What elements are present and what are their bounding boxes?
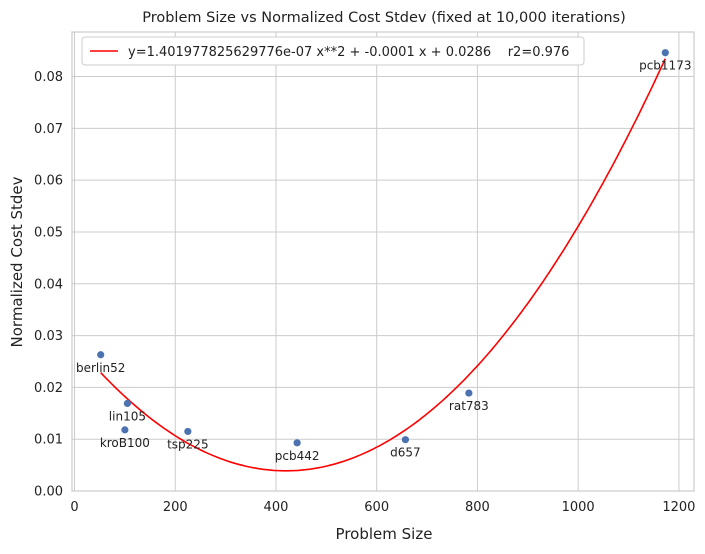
data-point <box>661 49 669 57</box>
data-point <box>293 439 301 447</box>
legend: y=1.401977825629776e-07 x**2 + -0.0001 x… <box>81 36 585 66</box>
point-label: lin105 <box>109 409 146 423</box>
y-tick-label: 0.02 <box>34 381 63 396</box>
point-label: pcb442 <box>275 449 320 463</box>
plot-frame <box>71 31 695 492</box>
data-point <box>465 389 473 397</box>
y-tick-label: 0.06 <box>34 174 63 189</box>
x-tick-label: 0 <box>70 500 78 515</box>
fit-curve <box>100 58 667 472</box>
data-point <box>97 351 105 359</box>
y-axis-label: Normalized Cost Stdev <box>8 176 26 347</box>
y-tick-label: 0.05 <box>34 225 63 240</box>
x-axis-label: Problem Size <box>336 525 433 543</box>
point-label: pcb1173 <box>639 59 691 73</box>
data-point <box>123 399 132 408</box>
y-tick-label: 0.00 <box>34 485 63 500</box>
point-label: tsp225 <box>167 437 208 451</box>
data-point <box>184 427 192 436</box>
point-label: berlin52 <box>76 361 125 375</box>
x-tick-label: 400 <box>264 500 289 515</box>
axes: 0 200 400 600 800 1000 1200 0.00 0.01 0.02 0.03 0.0… <box>34 31 695 515</box>
chart-title: Problem Size vs Normalized Cost Stdev (f… <box>142 10 626 26</box>
legend-label: y=1.401977825629776e-07 x**2 + -0.0001 x… <box>128 45 569 60</box>
x-tick-label: 1000 <box>562 500 595 515</box>
grid <box>72 32 694 492</box>
fit-curve-layer <box>100 58 667 472</box>
y-tick-label: 0.07 <box>34 122 63 137</box>
x-tick-label: 1200 <box>662 500 695 515</box>
point-label: rat783 <box>449 399 489 413</box>
x-tick-label: 200 <box>163 500 188 515</box>
x-tick-label: 800 <box>465 500 490 515</box>
point-label: kroB100 <box>100 436 150 450</box>
y-tick-label: 0.01 <box>34 433 63 448</box>
y-tick-label: 0.08 <box>34 70 63 85</box>
data-points: berlin52 kroB100 lin105 tsp225 pcb442 d657 rat… <box>76 49 691 463</box>
data-point <box>121 426 129 434</box>
y-tick-label: 0.04 <box>34 277 63 292</box>
y-tick-label: 0.03 <box>34 329 63 344</box>
legend-box <box>81 36 585 66</box>
point-label: d657 <box>390 446 421 460</box>
data-point <box>401 436 410 444</box>
x-tick-label: 600 <box>364 500 389 515</box>
